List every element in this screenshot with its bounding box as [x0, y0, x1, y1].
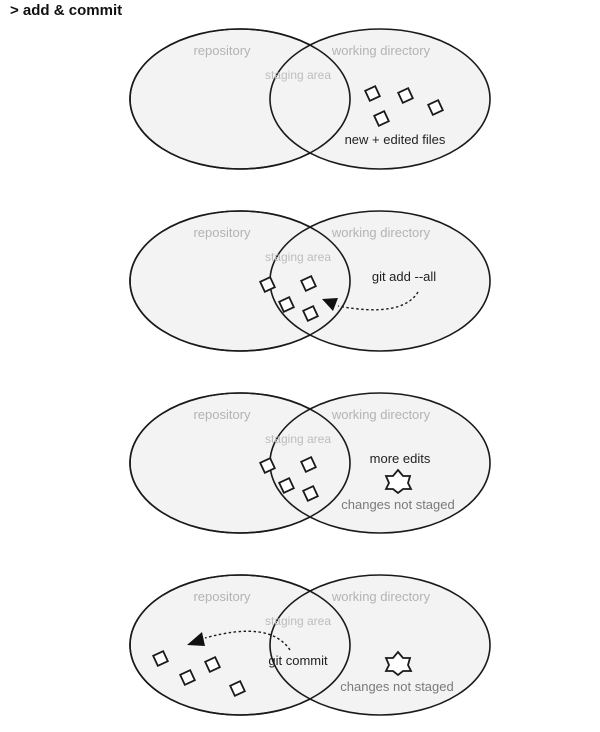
file-icon — [426, 98, 445, 117]
staging-area-outline — [129, 28, 351, 170]
file-icon — [258, 275, 277, 294]
file-icon — [228, 679, 247, 698]
git-add-command-label: git add --all — [372, 269, 436, 284]
repository-label: repository — [193, 225, 251, 240]
file-icon — [178, 668, 197, 687]
changes-not-staged-label: changes not staged — [341, 497, 454, 512]
file-icon — [396, 86, 415, 105]
working-directory-label: working directory — [331, 407, 431, 422]
staging-area-label: staging area — [265, 250, 331, 264]
file-icon — [299, 455, 318, 474]
file-icon — [363, 84, 382, 103]
panel-git-add: repository staging area working director… — [129, 210, 491, 352]
working-directory-region — [269, 28, 491, 170]
page-heading: > add & commit — [10, 2, 123, 19]
file-icon — [299, 274, 318, 293]
staging-area-label: staging area — [265, 68, 331, 82]
new-edited-files-caption: new + edited files — [345, 132, 446, 147]
staging-area-label: staging area — [265, 432, 331, 446]
panel-more-edits: repository staging area working director… — [129, 392, 491, 534]
git-commit-command-label: git commit — [268, 653, 328, 668]
edited-file-star-icon — [384, 650, 413, 677]
repository-label: repository — [193, 43, 251, 58]
commit-arrowhead-icon — [187, 632, 205, 646]
staging-area-outline — [129, 574, 351, 716]
commit-arrow-path — [204, 630, 291, 651]
file-icon — [301, 304, 320, 323]
repository-label: repository — [193, 589, 251, 604]
file-icon — [203, 655, 222, 674]
stage-arrow-path — [337, 291, 419, 311]
file-icon — [277, 295, 296, 314]
file-icon — [372, 109, 391, 128]
working-directory-region — [269, 574, 491, 716]
working-directory-label: working directory — [331, 589, 431, 604]
staging-area-outline — [129, 392, 351, 534]
stage-arrowhead-icon — [322, 298, 338, 311]
edited-file-star-icon — [384, 468, 413, 495]
panel-initial: repository staging area working director… — [129, 28, 491, 170]
file-icon — [151, 649, 170, 668]
staging-area-outline — [129, 210, 351, 352]
working-directory-label: working directory — [331, 225, 431, 240]
staging-area-label: staging area — [265, 614, 331, 628]
panel-git-commit: repository staging area working director… — [129, 574, 491, 716]
working-directory-label: working directory — [331, 43, 431, 58]
repository-label: repository — [193, 407, 251, 422]
more-edits-label: more edits — [370, 451, 431, 466]
file-icon — [301, 484, 320, 503]
file-icon — [258, 456, 277, 475]
file-icon — [277, 476, 296, 495]
changes-not-staged-label: changes not staged — [340, 679, 453, 694]
